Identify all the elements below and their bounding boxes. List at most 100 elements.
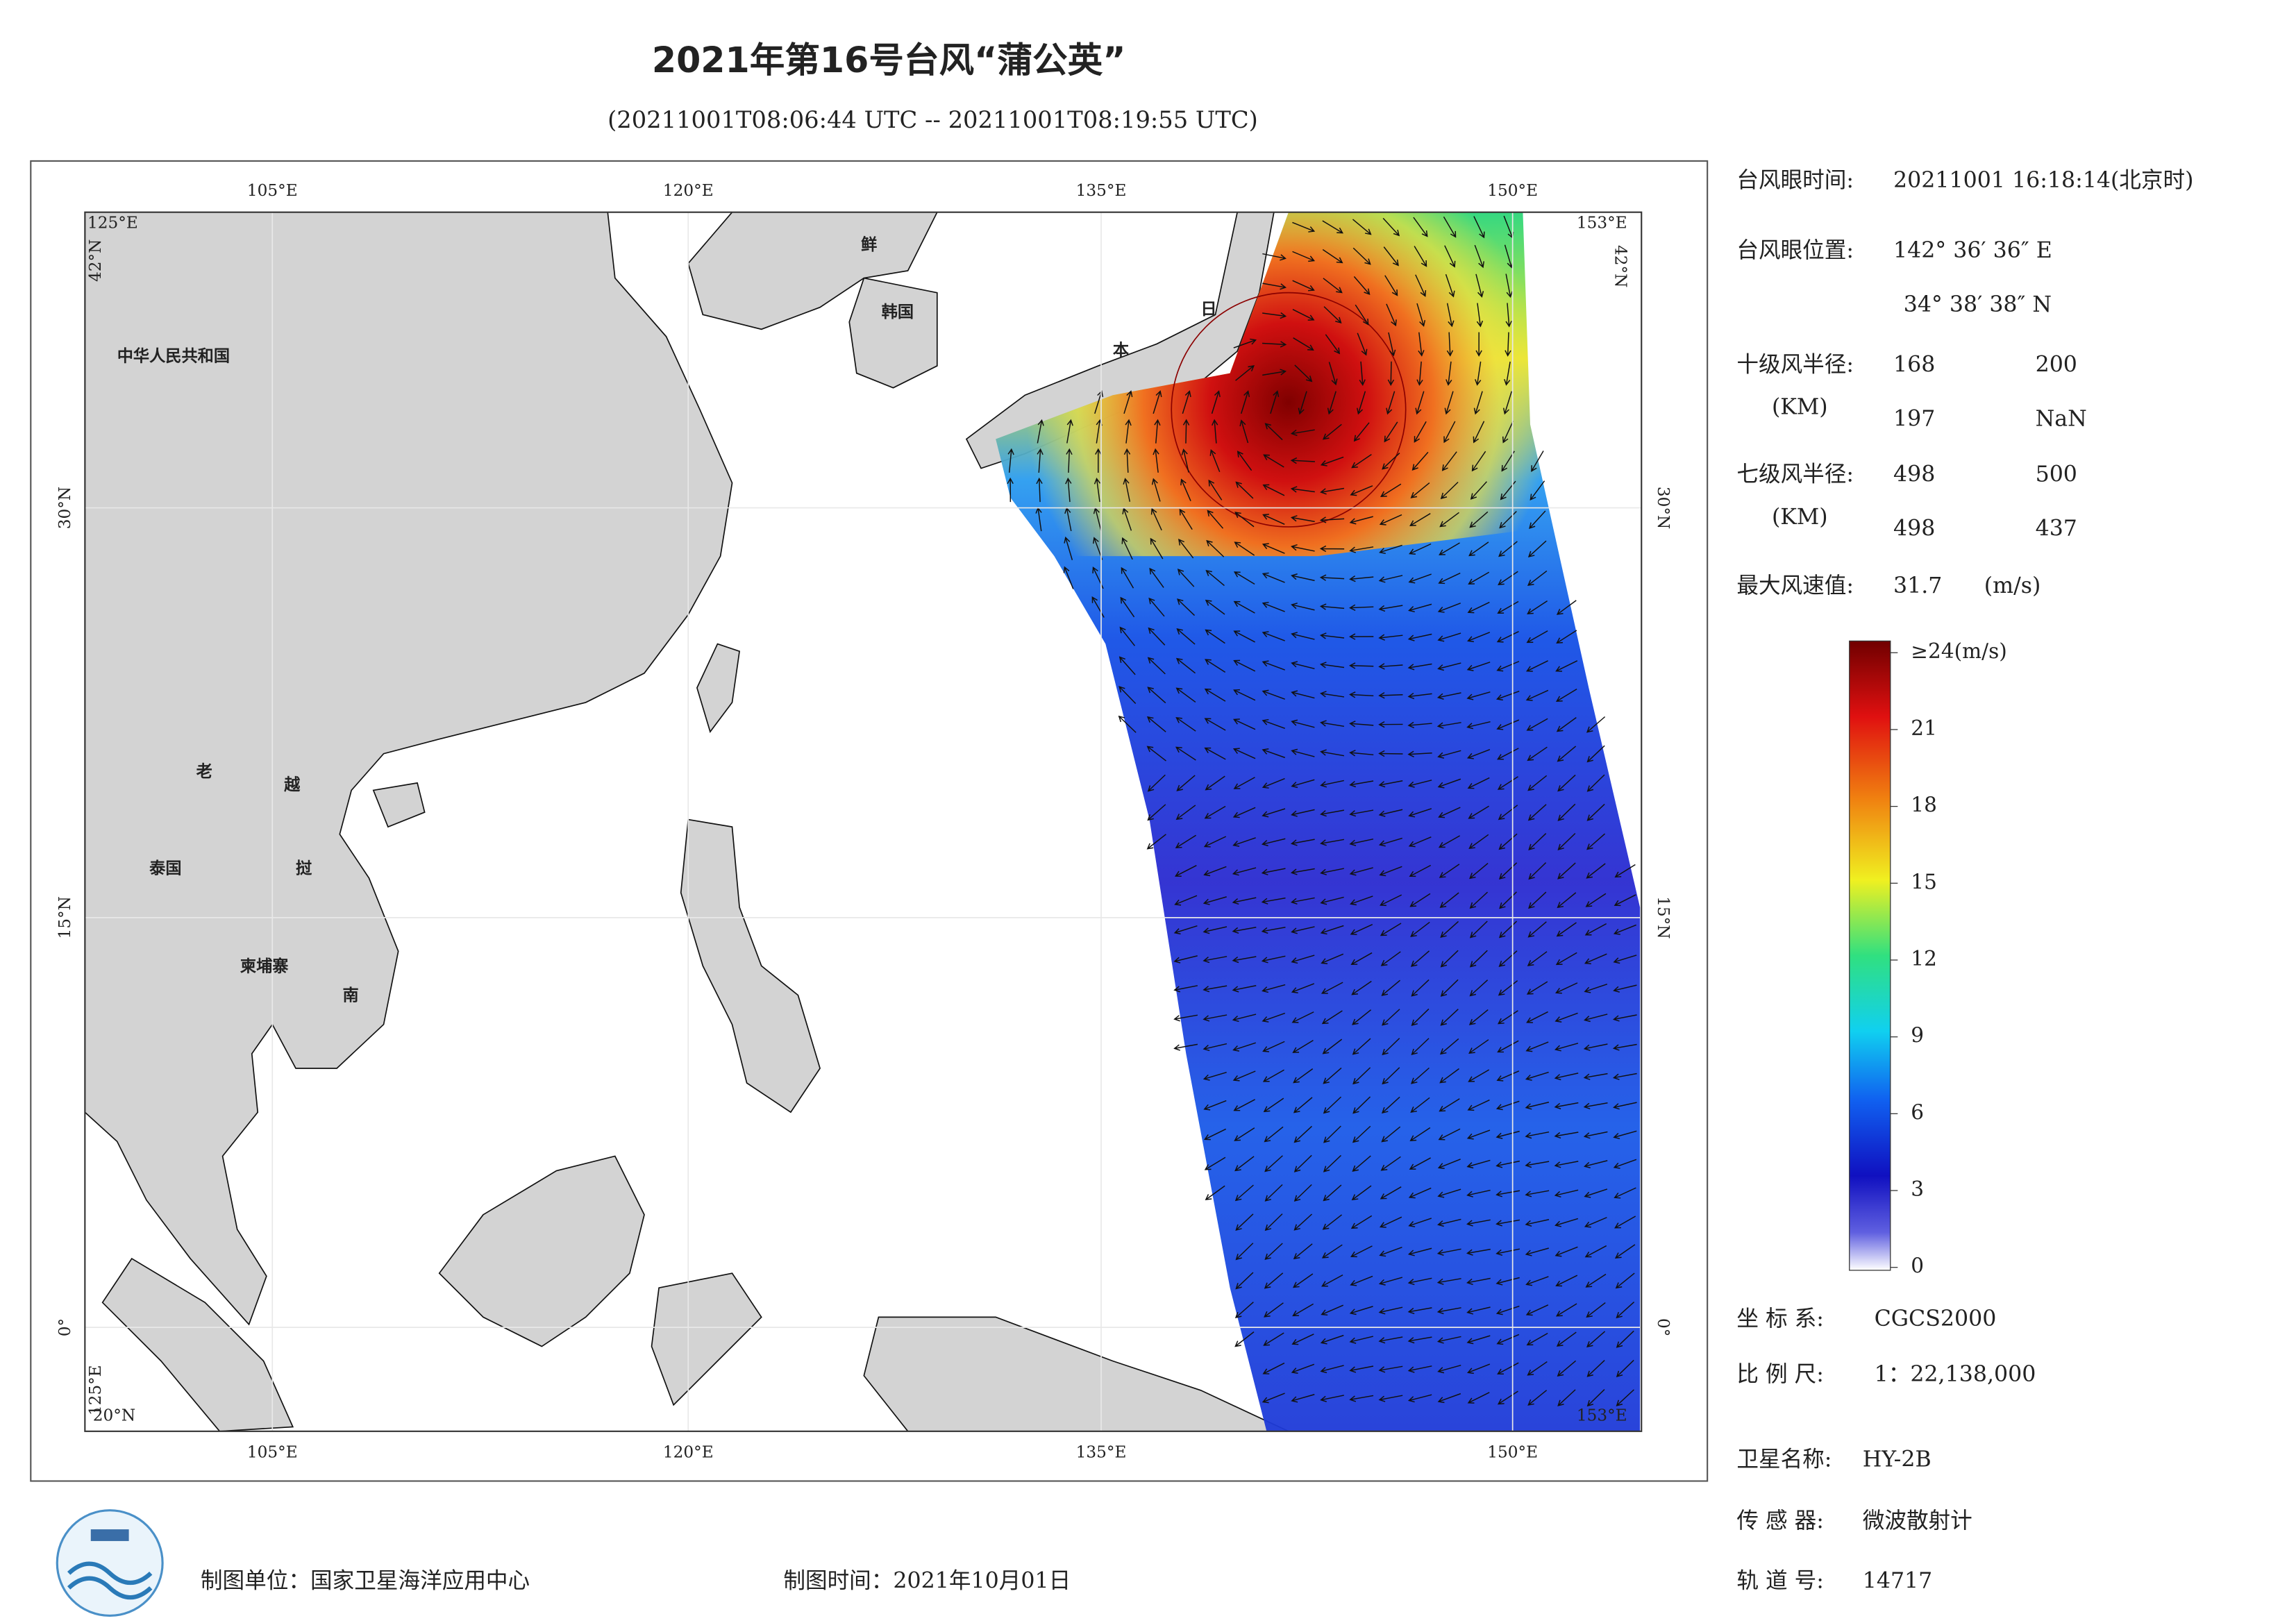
wind-arrow [1496,631,1519,643]
wind-arrow [1437,1188,1461,1198]
wind-arrow [1151,478,1161,502]
wind-arrow [1469,920,1488,939]
wind-arrow [1466,1219,1491,1227]
wind-arrow [1557,892,1577,909]
wind-arrow [1378,1306,1403,1315]
wind-arrow [1444,391,1454,415]
wind-arrow [1235,481,1254,499]
info-value: 20211001 16:18:14(北京时) [1893,168,2193,193]
wind-arrow [1469,979,1489,997]
wind-arrow [1469,511,1489,528]
wind-arrow [1475,332,1482,357]
wind-arrow [1349,691,1374,698]
wind-arrow [1585,1273,1607,1288]
wind-arrow [1291,1363,1315,1374]
wind-arrow [1175,687,1196,703]
wind-arrow [1381,1126,1401,1143]
wind-arrow [1291,748,1315,757]
wind-arrow [1498,920,1518,939]
wind-arrow [1439,1038,1459,1055]
wind-arrow [1616,1389,1634,1406]
wind-arrow [1436,722,1461,729]
wind-arrow [1495,1100,1520,1111]
wind-arrow [1443,216,1457,238]
wind-arrow [1437,662,1461,671]
wind-arrow [1498,571,1518,586]
meta-label: 轨 道 号: [1736,1568,1824,1593]
wind-arrow [1262,1012,1286,1023]
wind-arrow [1352,1125,1371,1143]
wind-arrow [1583,1073,1608,1080]
meta-label: 传 感 器: [1736,1508,1824,1533]
wind-arrow [1409,543,1432,555]
wind-arrow [1527,746,1548,762]
wind-arrow [1204,1157,1226,1170]
wind-arrow [1209,448,1221,473]
wind-arrow [1528,891,1547,909]
wind-arrow [1555,660,1578,672]
wind-arrow [1378,663,1403,670]
map-border [84,211,1643,1432]
wind-arrow [1416,361,1423,386]
wind-arrow [1290,486,1315,493]
wind-arrow [1262,718,1286,729]
wind-arrow [1557,862,1576,880]
lat-label: 0° [1654,1318,1673,1336]
wind-arrow [1091,596,1105,618]
wind-arrow [1066,419,1073,444]
wind-arrow [1613,955,1637,964]
lon-label: 150°E [1487,1443,1538,1461]
wind-arrow [1436,1278,1461,1285]
wind-arrow [1437,1393,1461,1404]
wind-arrow [1388,332,1396,357]
wind-arrow [1444,245,1456,268]
wind-arrow [1232,897,1257,905]
wind-arrow [1616,1359,1634,1377]
wind-arrow [1233,718,1256,730]
wind-arrow [1525,689,1549,701]
place-label: 泰国 [149,859,181,877]
wind-arrow [1469,950,1488,968]
wind-arrow [1206,539,1225,557]
wind-arrow [1235,1243,1254,1261]
wind-arrow [1614,864,1636,878]
wind-arrow [1586,803,1605,821]
wind-arrow [1233,600,1255,614]
wind-arrow [1349,1365,1374,1373]
wind-arrow [1147,804,1166,821]
wind-arrow [1173,925,1198,935]
wind-arrow [1469,891,1489,909]
wind-arrow [1380,894,1402,907]
info-value: 31.7 [1893,573,1942,598]
wind-arrow [1495,1305,1520,1315]
wind-arrow [1378,1365,1403,1373]
wind-arrow [1262,484,1285,496]
info-value: 437 [2036,516,2077,541]
wind-arrow [1353,422,1370,442]
wind-arrow [1232,837,1256,847]
wind-arrow [1320,691,1345,698]
wind-arrow [1380,923,1402,936]
wind-arrow [1613,1102,1637,1110]
wind-arrow [1234,1156,1255,1172]
place-labels: 中华人民共和国 老 越 泰国 挝 柬埔寨 南 鲜 韩国 日 本 [117,235,1217,1005]
wind-arrow [1468,1069,1490,1082]
wind-arrow [1233,777,1255,789]
wind-arrow [1241,390,1250,414]
wind-arrow [1413,217,1428,237]
wind-arrow [1232,867,1257,876]
lon-label: 105°E [247,1443,298,1461]
wind-arrow [1440,979,1459,997]
wind-arrow [1232,1070,1256,1082]
wind-arrow [1204,747,1226,760]
wind-arrow [1291,690,1315,699]
info-value: 34° 38′ 38″ N [1904,292,2052,317]
info-value: NaN [2036,407,2087,432]
wind-arrow [1468,541,1489,557]
wind-arrow [1414,421,1427,443]
wind-arrow [1322,249,1343,264]
wind-arrow [1349,809,1374,817]
info-value: 500 [2036,462,2077,487]
wind-arrow [1232,927,1257,934]
wind-arrow [1445,274,1455,298]
